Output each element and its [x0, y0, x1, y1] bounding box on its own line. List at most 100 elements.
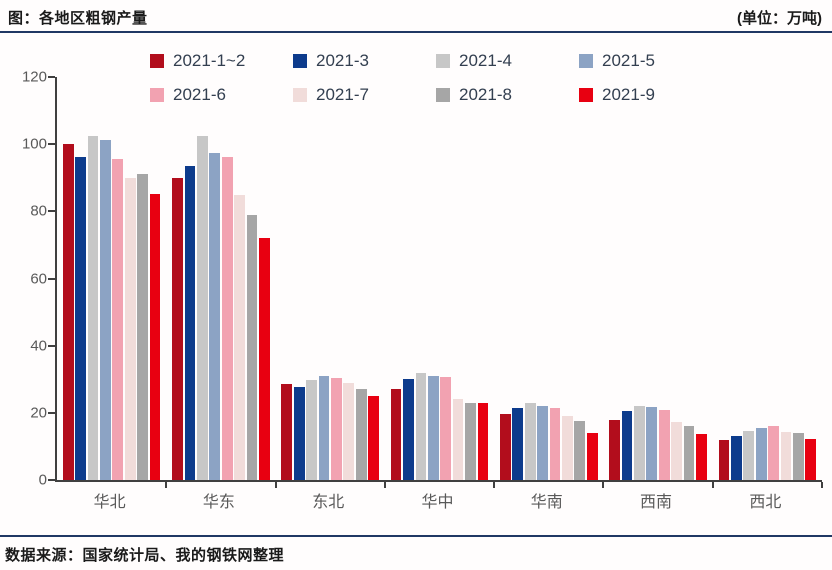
bar-华南-2021-4 [524, 403, 536, 480]
legend-swatch-icon [293, 88, 307, 102]
bar-华北-2021-9 [149, 193, 161, 480]
legend-swatch-icon [436, 88, 450, 102]
data-source: 数据来源：国家统计局、我的钢铁网整理 [5, 547, 285, 564]
bar-华东-2021-9 [258, 238, 270, 480]
legend-item: 2021-7 [293, 85, 436, 105]
legend-item: 2021-9 [579, 85, 722, 105]
y-axis-tick [48, 76, 55, 78]
x-axis-tick [711, 482, 714, 488]
bar-华北-2021-3 [75, 156, 87, 480]
bar-东北-2021-9 [368, 396, 379, 480]
legend-label: 2021-9 [602, 85, 655, 104]
y-axis-tick-label: 80 [30, 202, 47, 220]
bar-华南-2021-9 [586, 432, 598, 480]
y-axis-tick [48, 277, 55, 280]
bar-华南-2021-3 [512, 408, 524, 480]
bar-华北-2021-1~2 [62, 144, 74, 480]
legend-item: 2021-8 [436, 85, 579, 105]
bar-东北-2021-4 [306, 379, 317, 480]
bar-华北-2021-6 [112, 158, 124, 480]
bar-华南-2021-1~2 [499, 413, 511, 480]
bar-华东-2021-5 [209, 152, 221, 480]
bar-东北-2021-7 [343, 382, 355, 480]
legend-label: 2021-5 [602, 51, 655, 70]
x-axis-labels: 华北 华东 东北 华中 华南 西南 西北 [55, 488, 820, 512]
bar-西南-2021-7 [671, 421, 683, 480]
bar-西北-2021-9 [805, 439, 817, 480]
bar-华南-2021-6 [549, 407, 561, 480]
legend-item: 2021-4 [436, 51, 579, 71]
legend-swatch-icon [579, 54, 593, 68]
bar-华南-2021-7 [561, 416, 573, 480]
bar-华中-2021-1~2 [390, 389, 402, 480]
bar-华东-2021-8 [246, 214, 258, 480]
y-axis-tick-label: 60 [30, 270, 47, 287]
bar-西北-2021-4 [743, 431, 755, 480]
legend-swatch-icon [293, 54, 307, 68]
bar-西南-2021-9 [696, 433, 707, 480]
bar-东北-2021-8 [355, 389, 367, 480]
x-axis-tick [165, 482, 168, 488]
bar-西北-2021-3 [730, 436, 742, 480]
bar-华中-2021-8 [465, 403, 476, 480]
bar-西北-2021-8 [792, 432, 804, 480]
y-axis-tick [48, 411, 55, 414]
x-axis-tick [493, 482, 496, 488]
bar-西南-2021-8 [683, 425, 695, 480]
y-axis-tick-label: 100 [21, 135, 47, 153]
bar-华东-2021-1~2 [172, 177, 183, 480]
bar-华南-2021-5 [537, 406, 548, 480]
bar-华北-2021-5 [100, 140, 111, 480]
bar-华北-2021-4 [87, 136, 99, 480]
header-divider [0, 31, 832, 33]
bar-西北-2021-6 [768, 425, 779, 480]
bar-西南-2021-5 [646, 407, 658, 480]
x-axis-category-label: 西南 [640, 494, 673, 511]
x-axis-tick [602, 482, 605, 488]
bar-华东-2021-3 [184, 166, 196, 480]
bar-西南-2021-4 [634, 406, 645, 480]
y-axis-tick [48, 210, 55, 213]
y-axis-tick-label: 120 [21, 68, 47, 86]
bar-华南-2021-8 [574, 420, 586, 480]
bar-东北-2021-5 [318, 375, 330, 480]
bar-华北-2021-7 [124, 177, 136, 480]
x-axis-category-label: 东北 [312, 494, 345, 511]
x-axis-category-label: 华北 [93, 494, 126, 511]
x-axis-category-label: 华东 [202, 494, 235, 511]
bar-西南-2021-1~2 [609, 419, 621, 480]
bar-华东-2021-4 [196, 135, 208, 480]
legend-swatch-icon [150, 88, 164, 102]
chart-legend: 2021-1~2 2021-3 2021-4 2021-5 2021-6 2021-7 20… [150, 44, 722, 112]
y-axis-tick [48, 479, 55, 481]
x-axis-tick [383, 482, 386, 488]
legend-label: 2021-8 [459, 85, 512, 104]
bar-东北-2021-3 [293, 386, 305, 480]
chart-title: 图：各地区粗钢产量 [8, 10, 148, 27]
x-axis-category-label: 华中 [421, 494, 454, 511]
unit-label: (单位：万吨) [737, 10, 822, 27]
bar-华中-2021-9 [477, 402, 489, 480]
bar-东北-2021-1~2 [281, 383, 293, 480]
legend-swatch-icon [150, 54, 164, 68]
bar-华东-2021-6 [221, 156, 233, 480]
bar-西南-2021-3 [621, 411, 633, 480]
legend-label: 2021-6 [173, 85, 226, 104]
y-axis-tick [48, 143, 55, 146]
x-axis-tick [274, 482, 277, 488]
bar-华东-2021-7 [234, 195, 245, 480]
y-axis-tick-label: 40 [30, 337, 47, 355]
bar-西南-2021-6 [658, 410, 670, 480]
bar-华中-2021-4 [415, 373, 427, 480]
legend-item: 2021-1~2 [150, 51, 293, 71]
legend-label: 2021-1~2 [173, 51, 246, 70]
bar-西北-2021-1~2 [718, 439, 730, 480]
legend-label: 2021-3 [316, 51, 369, 70]
bar-华中-2021-5 [427, 375, 439, 480]
bar-华北-2021-8 [137, 173, 149, 480]
y-axis-tick-label: 0 [38, 471, 47, 489]
y-axis-tick-label: 20 [30, 404, 47, 422]
bar-华中-2021-6 [440, 376, 452, 480]
x-axis-tick [821, 482, 823, 488]
